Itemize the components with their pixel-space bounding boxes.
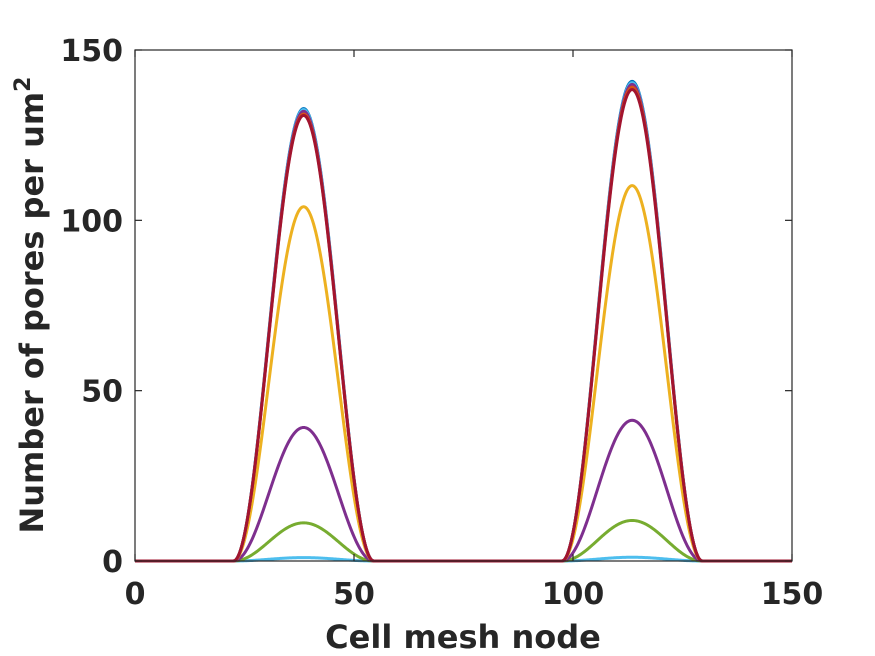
y-axis-label-superscript: 2 xyxy=(11,76,36,91)
x-tick-label: 50 xyxy=(333,577,375,612)
y-tick-label: 100 xyxy=(60,204,123,239)
x-tick-label: 150 xyxy=(761,577,824,612)
x-axis-label: Cell mesh node xyxy=(325,618,601,656)
ticks-layer: 0 50 100 150 0 50 100 150 xyxy=(60,34,823,612)
x-tick-label: 0 xyxy=(125,577,146,612)
y-tick-label: 50 xyxy=(81,375,123,410)
y-axis-label-main: Number of pores per um xyxy=(13,92,51,534)
axes-layer xyxy=(134,49,793,562)
y-axis-label: Number of pores per um2 xyxy=(11,76,51,533)
x-tick-label: 100 xyxy=(542,577,605,612)
y-tick-label: 0 xyxy=(102,545,123,580)
axes-box xyxy=(134,49,793,562)
plot-area xyxy=(135,50,792,561)
y-tick-label: 150 xyxy=(60,34,123,69)
